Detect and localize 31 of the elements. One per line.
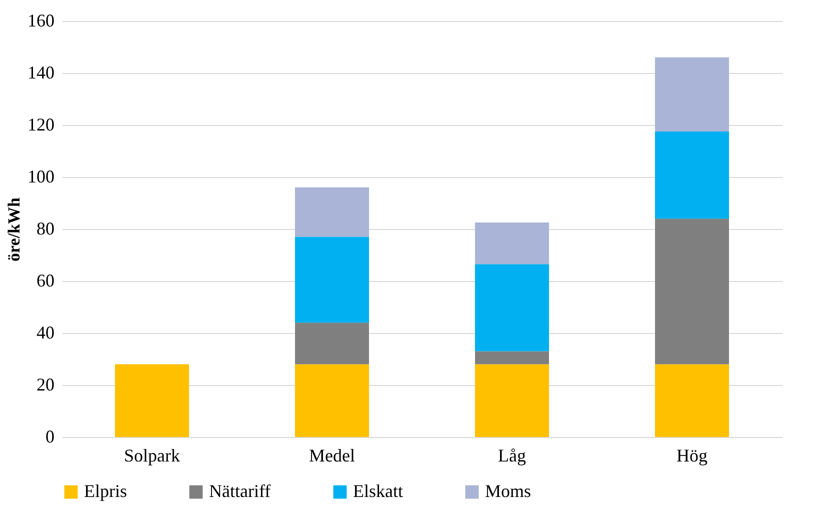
y-tick-label: 60 [36,270,54,290]
x-tick-label: Medel [309,446,355,466]
legend-label: Elskatt [353,481,403,501]
bar [655,364,729,437]
x-tick-label: Låg [498,446,526,466]
y-tick-label: 20 [36,374,54,394]
y-axis-title: öre/kWh [4,197,24,262]
legend-label: Elpris [84,481,127,501]
y-tick-label: 120 [28,114,54,134]
y-tick-label: 40 [36,322,54,342]
legend-label: Moms [485,481,532,501]
y-tick-label: 100 [28,166,54,186]
bar [475,364,549,437]
bar [295,236,369,323]
x-tick-label: Solpark [124,446,180,466]
bar [475,351,549,364]
y-tick-label: 160 [28,10,54,30]
bar [475,264,549,352]
bar [295,364,369,437]
y-tick-label: 80 [36,218,54,238]
bar [295,187,369,237]
x-tick-label: Hög [676,446,708,466]
y-tick-label: 0 [46,426,54,446]
legend-label: Nättariff [209,481,271,501]
bar [655,57,729,132]
bar [655,218,729,364]
bar [475,222,549,264]
y-tick-label: 140 [28,62,54,82]
bar [295,322,369,364]
bar [655,132,729,219]
bar [115,364,189,437]
